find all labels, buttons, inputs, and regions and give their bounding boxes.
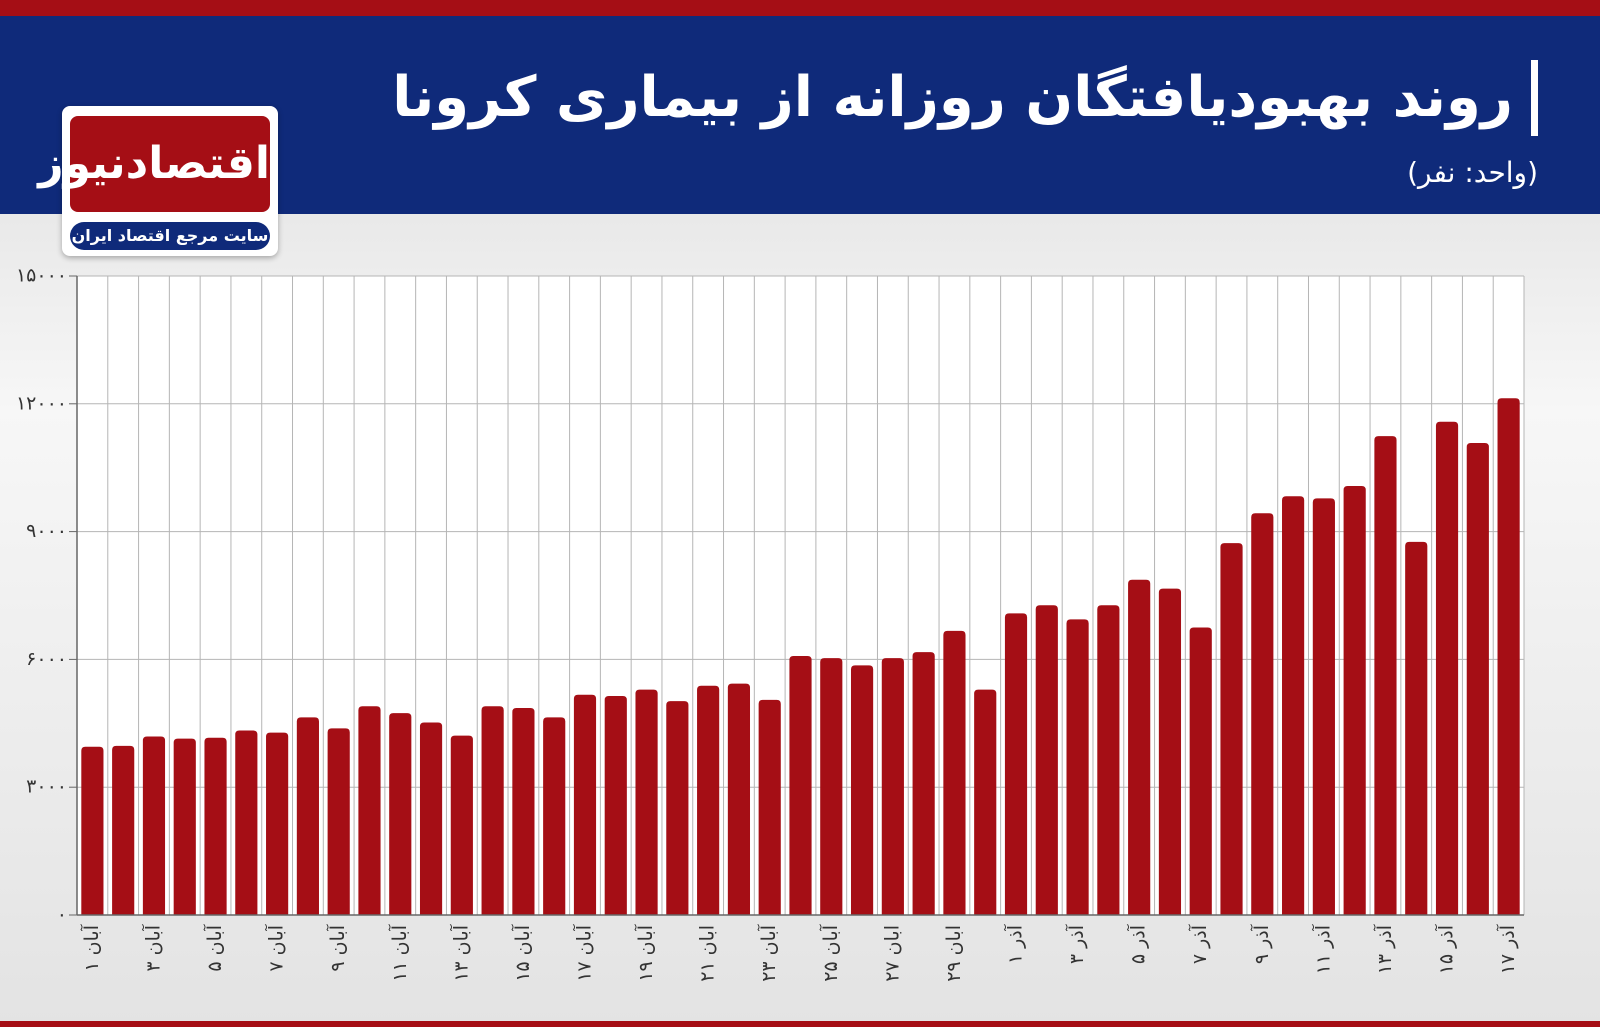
bar	[512, 707, 535, 915]
bar	[974, 689, 997, 915]
bar	[1128, 579, 1151, 915]
x-tick-label: ۵ آبان	[202, 924, 226, 971]
logo-tagline: سایت مرجع اقتصاد ایران	[70, 222, 270, 250]
y-tick-label: ۹۰۰۰	[26, 520, 67, 542]
bar	[1312, 498, 1335, 915]
bar	[666, 701, 689, 915]
bottom-bar	[0, 1021, 1600, 1027]
bar	[266, 732, 289, 915]
bar	[1189, 627, 1212, 915]
bar	[635, 689, 658, 915]
bar	[1466, 442, 1489, 915]
bar	[1374, 436, 1397, 915]
bar	[1435, 421, 1459, 915]
bar	[820, 658, 843, 915]
bar	[697, 685, 720, 915]
y-tick-label: ۰	[57, 904, 67, 926]
x-tick-label: ۱۱ آبان	[387, 924, 411, 981]
bar	[1343, 486, 1366, 915]
y-tick-label: ۶۰۰۰	[26, 648, 67, 670]
x-tick-label: ۹ آذر	[1249, 924, 1273, 964]
x-tick-label: ۱ آبان	[79, 924, 103, 971]
bar	[881, 658, 904, 915]
bar	[1220, 543, 1243, 915]
x-tick-label: ۱۷ آذر	[1495, 924, 1519, 974]
bar	[142, 736, 166, 915]
bar	[604, 696, 627, 915]
bar	[450, 735, 473, 915]
x-tick-label: ۱۳ آذر	[1372, 924, 1396, 974]
bar	[727, 683, 751, 915]
chart-subtitle: (واحد: نفر)	[1407, 156, 1538, 189]
logo: اقتصادنیوز سایت مرجع اقتصاد ایران	[38, 106, 278, 256]
x-tick-label: ۱۹ آبان	[633, 924, 657, 981]
bar	[173, 738, 196, 915]
bar	[81, 746, 104, 915]
bar	[1497, 398, 1520, 916]
bar	[789, 655, 812, 915]
x-tick-label: ۵ آذر	[1126, 924, 1150, 964]
bar	[296, 717, 319, 915]
bar	[204, 737, 227, 915]
x-tick-label: ۱۵ آذر	[1434, 924, 1458, 974]
bar	[1282, 496, 1305, 915]
bar	[235, 730, 258, 915]
x-tick-label: ۲۹ ابان	[943, 925, 965, 982]
x-tick-label: ۳ آذر	[1064, 924, 1088, 964]
bar	[358, 706, 381, 915]
bar	[481, 706, 504, 915]
bar	[758, 699, 781, 915]
x-tick-label: ۲۵ آبان	[818, 924, 842, 981]
bar	[112, 745, 135, 915]
chart-title: روند بهبودیافتگان روزانه از بیماری کرونا	[392, 60, 1538, 136]
bar	[1405, 541, 1428, 915]
x-tick-label: ۱۵ آبان	[510, 924, 534, 981]
x-tick-label: ۱۷ آبان	[571, 924, 595, 981]
x-tick-label: ۲۷ ابان	[881, 925, 903, 982]
x-tick-label: ۷ آبان	[264, 924, 288, 971]
x-tick-label: ۲۱ ابان	[697, 925, 719, 982]
y-tick-label: ۱۵۰۰۰	[16, 265, 67, 287]
bar	[943, 630, 966, 915]
bar	[1004, 613, 1028, 915]
x-tick-label: ۱ آذر	[1003, 924, 1027, 964]
bar	[1035, 605, 1058, 915]
bar	[419, 722, 443, 915]
bar	[389, 713, 412, 915]
y-tick-label: ۱۲۰۰۰	[16, 392, 67, 414]
bar	[1158, 588, 1182, 915]
x-tick-label: ۱۱ آذر	[1310, 924, 1334, 974]
x-tick-label: ۳ آبان	[140, 924, 164, 971]
x-tick-label: ۱۳ آبان	[448, 924, 472, 981]
x-tick-label: ۹ آبان	[325, 924, 349, 971]
bar	[850, 665, 874, 915]
bar	[1097, 605, 1120, 915]
top-bar	[0, 0, 1600, 16]
x-tick-label: ۲۳ آبان	[756, 924, 780, 981]
bar	[327, 728, 350, 915]
bar	[1251, 513, 1274, 915]
y-tick-label: ۳۰۰۰	[26, 776, 67, 798]
bar	[912, 652, 935, 915]
logo-name: اقتصادنیوز	[38, 116, 270, 212]
bar	[573, 694, 597, 915]
bar	[1066, 619, 1089, 915]
bar	[543, 717, 566, 915]
x-tick-label: ۷ آذر	[1187, 924, 1211, 964]
